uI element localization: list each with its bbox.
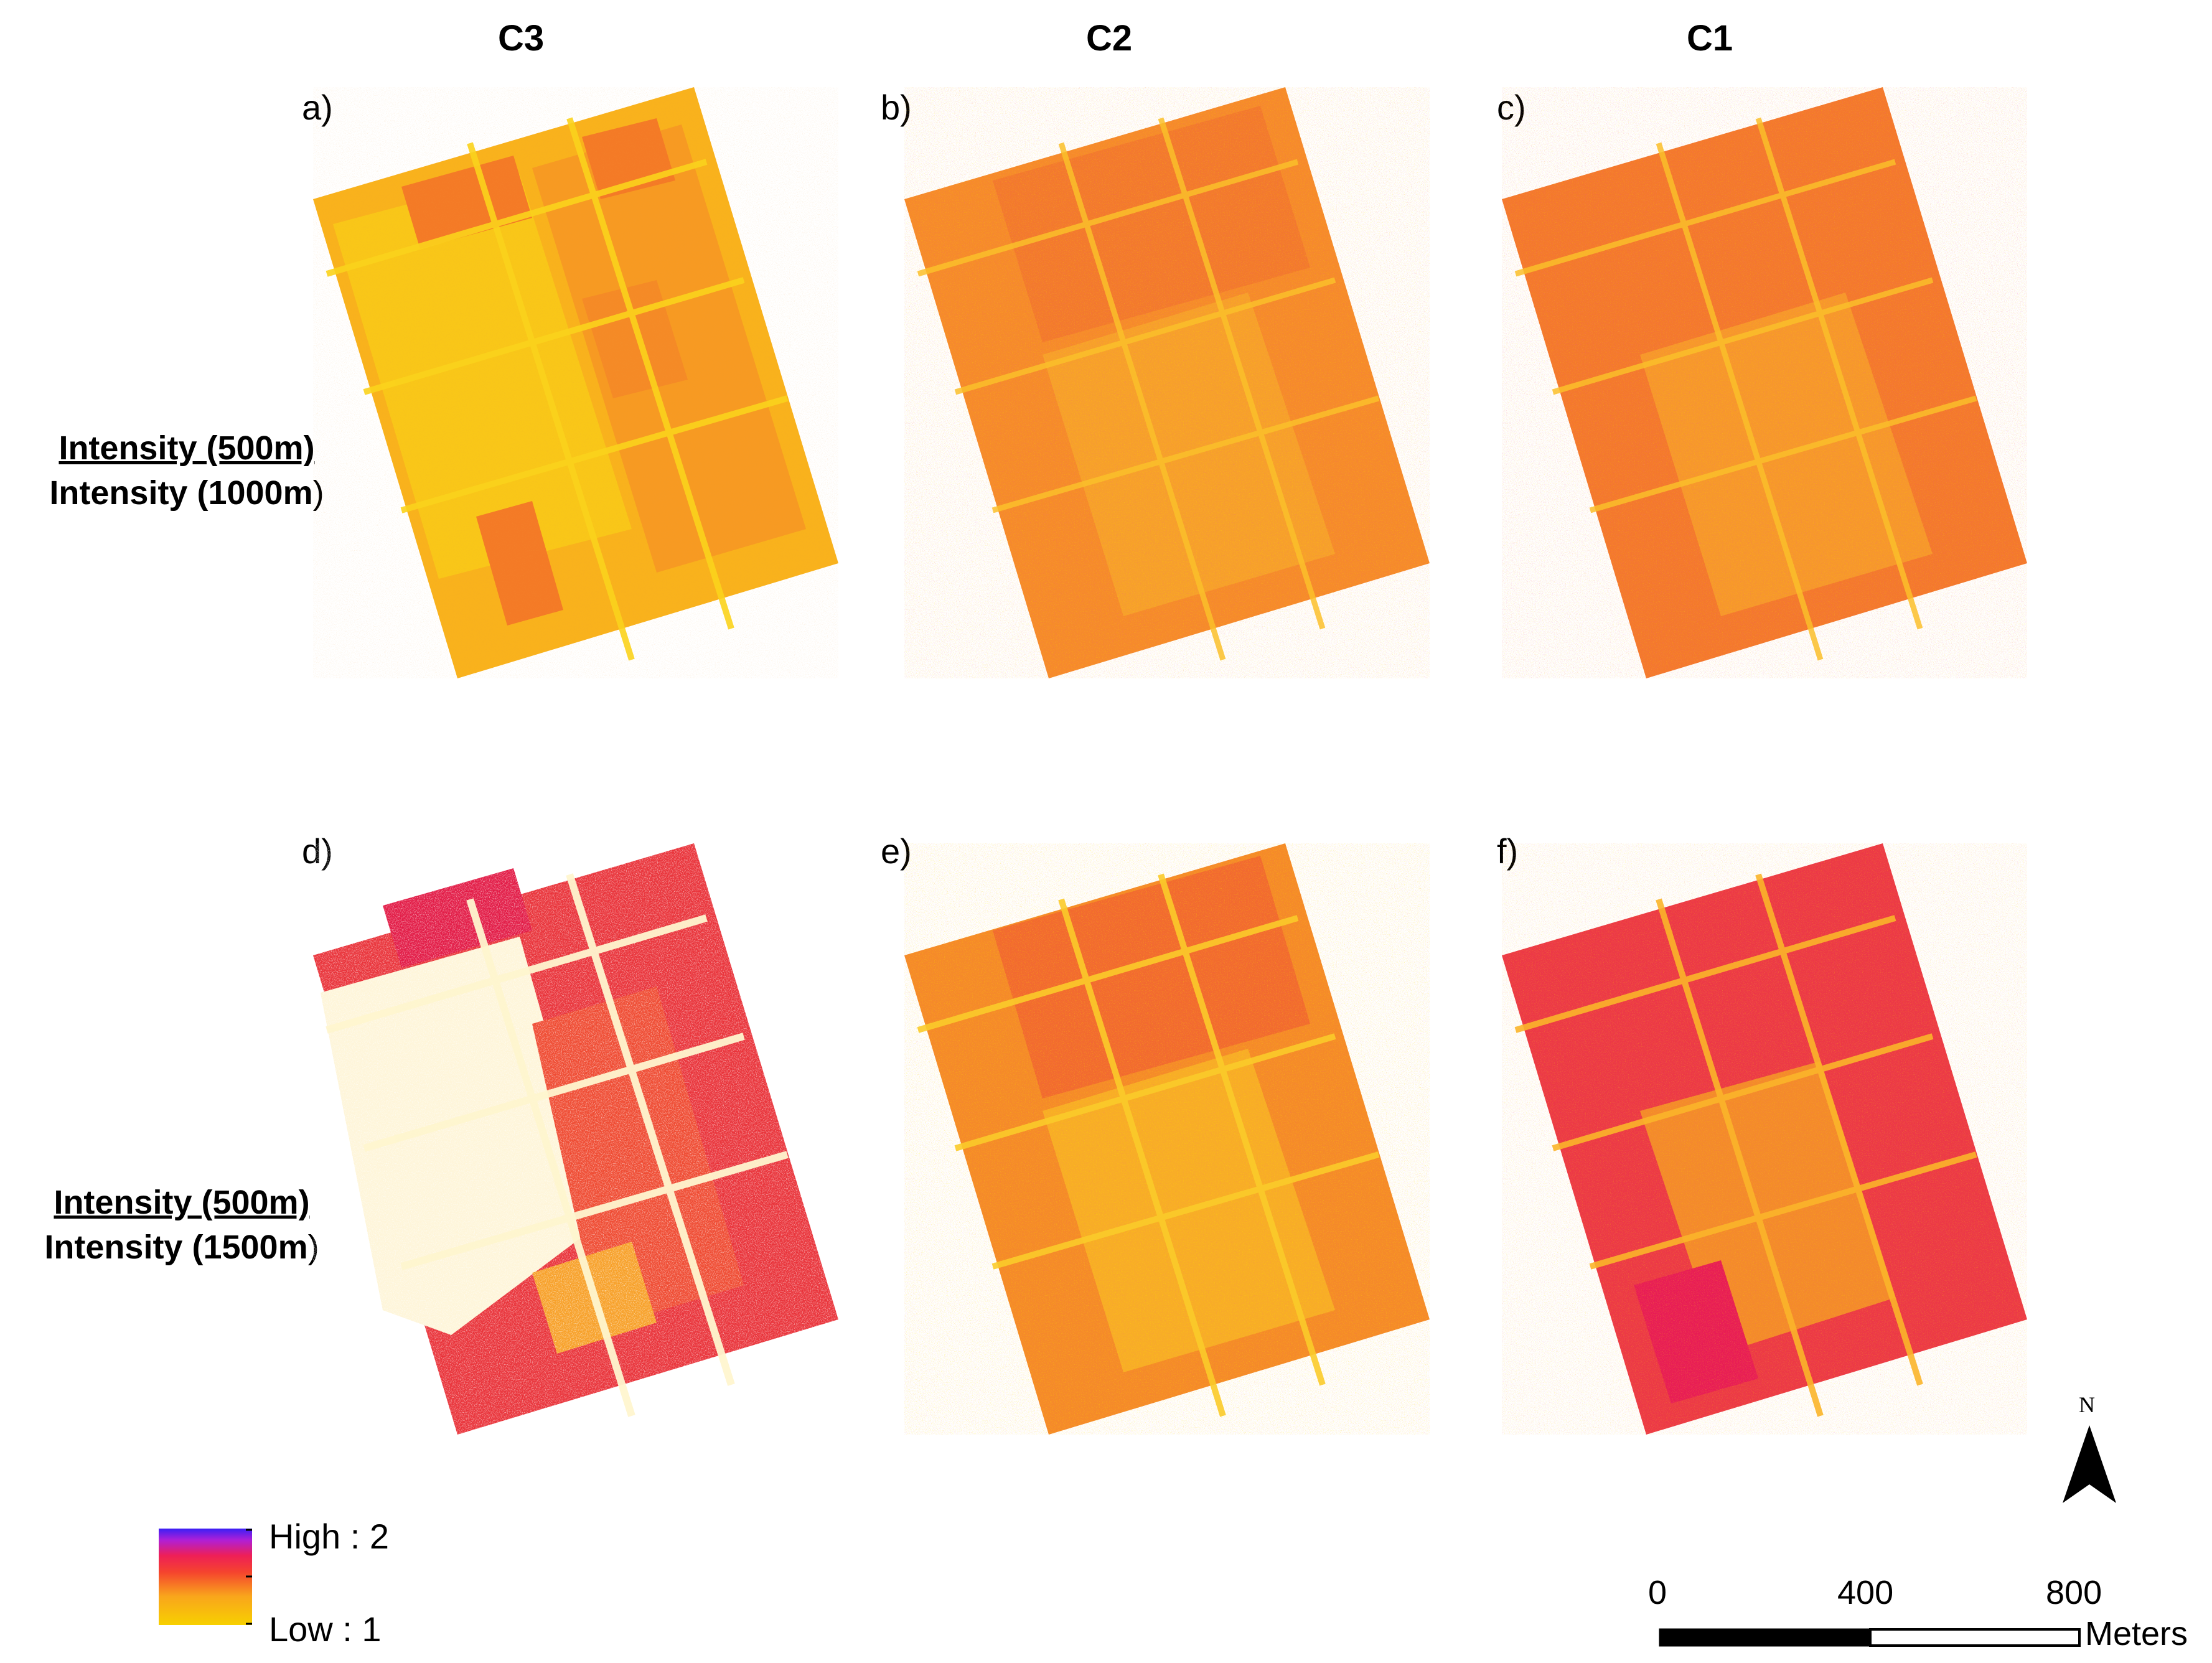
scale-unit-label: Meters [2085, 1615, 2188, 1652]
map-panel-c [1502, 87, 2027, 678]
panel-label-a: a) [302, 88, 333, 127]
column-header-c3: C3 [498, 18, 545, 59]
row-label-2-numerator: Intensity (500m) [54, 1184, 310, 1221]
map-panel-f [1502, 843, 2027, 1435]
column-header-c2: C2 [1086, 18, 1133, 59]
row-label-1-denominator: Intensity (1000m) [49, 474, 324, 512]
legend-color-ramp [159, 1529, 252, 1625]
scale-tick-0: 0 [1648, 1574, 1667, 1611]
column-header-c1: C1 [1687, 18, 1733, 59]
panel-label-c: c) [1497, 88, 1526, 127]
panel-label-d: d) [302, 832, 333, 871]
row-label-1-numerator: Intensity (500m) [59, 429, 315, 467]
map-panel-e [904, 843, 1430, 1435]
map-panel-d [313, 843, 838, 1435]
panel-label-b: b) [881, 88, 912, 127]
panel-label-f: f) [1497, 832, 1519, 871]
row-label-1: Intensity (500m) Intensity (1000m) [12, 426, 361, 515]
panel-label-e: e) [881, 832, 912, 871]
north-arrow-icon [2063, 1425, 2116, 1503]
scale-tick-400: 400 [1837, 1574, 1894, 1611]
row-label-2: Intensity (500m) Intensity (1500m) [7, 1180, 356, 1270]
legend-high-label: High : 2 [269, 1517, 389, 1556]
scale-bar [1659, 1628, 2081, 1647]
scale-tick-800: 800 [2046, 1574, 2102, 1611]
legend-low-label: Low : 1 [269, 1609, 382, 1649]
north-label: N [2079, 1392, 2095, 1417]
map-panel-a [313, 87, 838, 678]
map-panel-b [904, 87, 1430, 678]
row-label-2-denominator: Intensity (1500m) [44, 1229, 319, 1266]
